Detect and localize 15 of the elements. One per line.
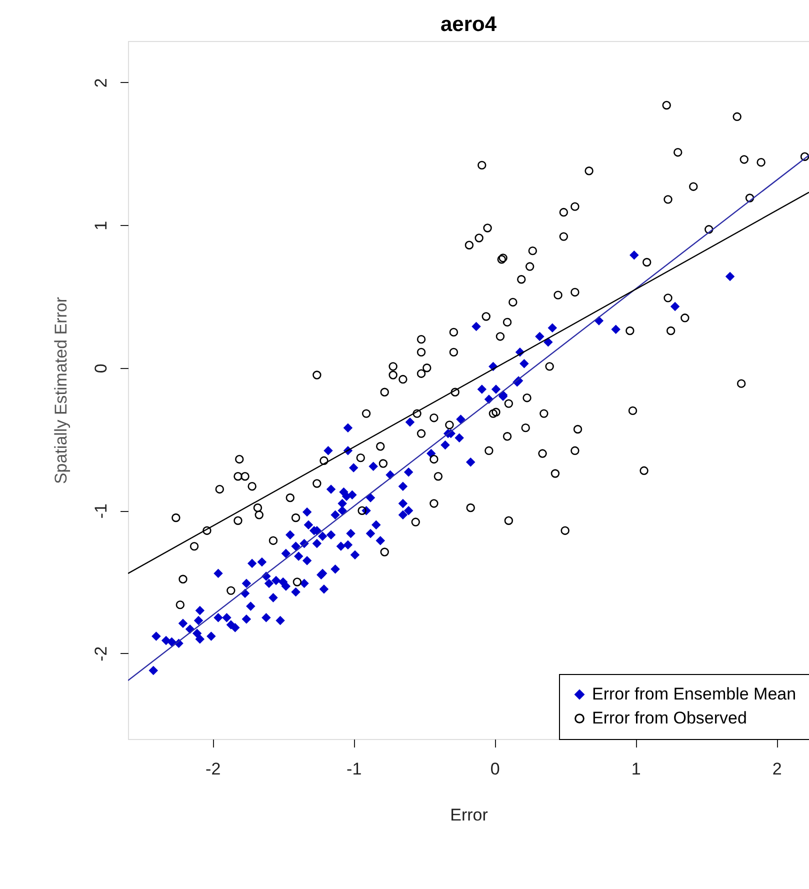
legend-label: Error from Observed <box>592 708 747 728</box>
x-tick-label: 1 <box>631 760 641 778</box>
x-axis-title: Error <box>450 806 488 824</box>
x-tick-label: -2 <box>206 760 221 778</box>
y-tick-label: 0 <box>92 364 110 374</box>
x-tick-label: -1 <box>346 760 362 778</box>
x-tick-label: 0 <box>490 760 500 778</box>
chart-title: aero4 <box>440 13 497 36</box>
y-tick-label: -1 <box>92 504 110 519</box>
x-tick-label: 2 <box>772 760 782 778</box>
y-tick-label: 2 <box>92 78 110 88</box>
y-axis-title: Spatially Estimated Error <box>52 296 70 484</box>
y-tick-label: -2 <box>92 646 110 662</box>
legend-label: Error from Ensemble Mean <box>592 684 796 704</box>
y-tick-label: 1 <box>92 220 110 230</box>
